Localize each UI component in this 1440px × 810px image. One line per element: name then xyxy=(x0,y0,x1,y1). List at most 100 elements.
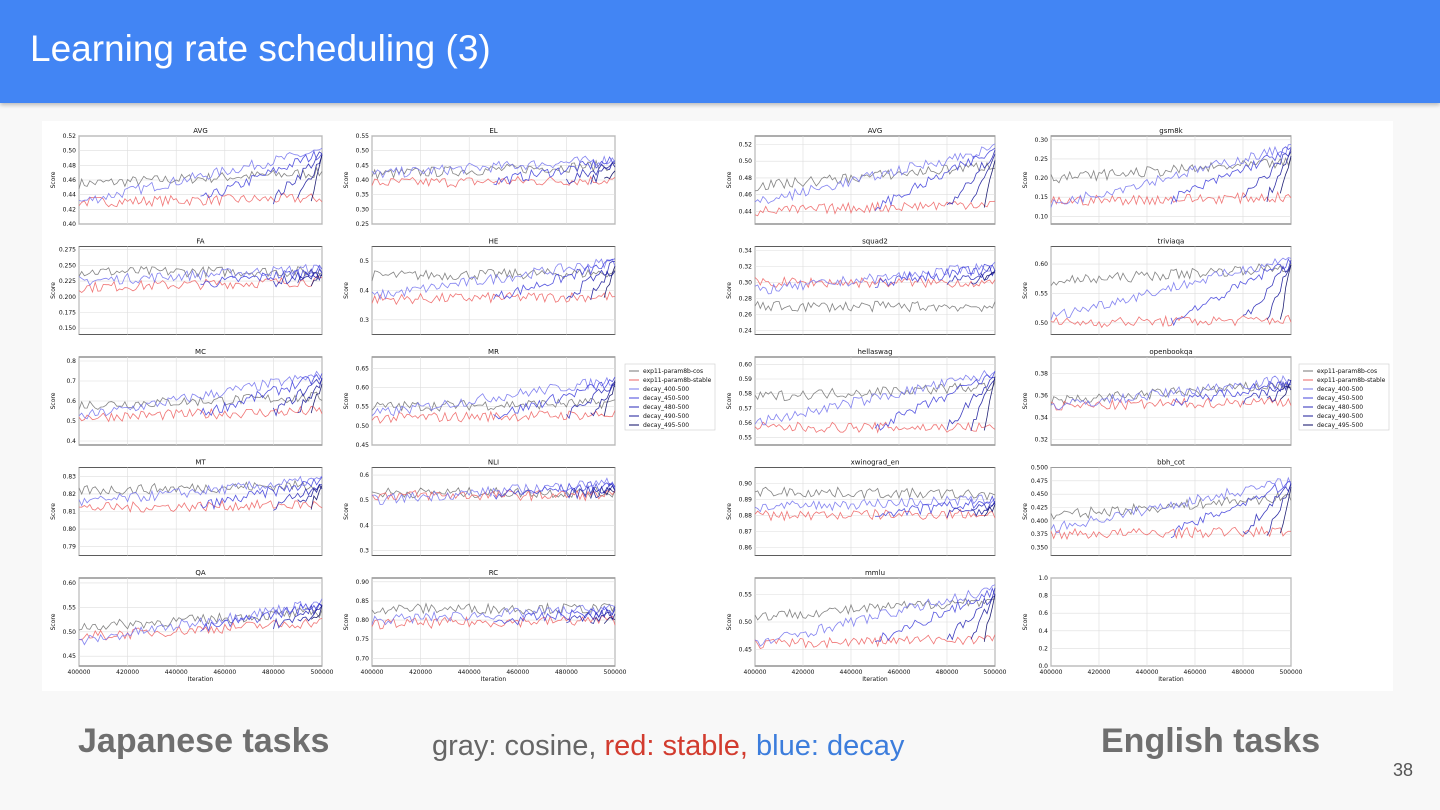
series-line xyxy=(371,604,616,626)
y-tick-label: 0.58 xyxy=(739,391,753,398)
series-line xyxy=(874,370,996,431)
x-tick-label: 420000 xyxy=(792,669,815,676)
legend-entry: decay_490-500 xyxy=(1317,413,1363,420)
legend-entry: decay_450-500 xyxy=(643,395,689,402)
subplot-title: HE xyxy=(489,238,499,246)
x-tick-label: 460000 xyxy=(1184,669,1207,676)
series-line xyxy=(1242,259,1292,316)
series-line xyxy=(603,381,616,417)
japanese-tasks-label: Japanese tasks xyxy=(78,722,330,760)
subplot-frame xyxy=(371,577,616,667)
y-tick-label: 0.50 xyxy=(356,148,370,155)
x-axis-label: Iteration xyxy=(1158,676,1184,683)
y-tick-label: 0.350 xyxy=(1031,545,1048,552)
series-line xyxy=(78,166,323,190)
series-line xyxy=(273,151,323,205)
y-tick-label: 0.87 xyxy=(739,529,753,536)
y-tick-label: 0.2 xyxy=(1038,645,1048,652)
subplot: 0.45 0.50 0.55 mmlu Score 400000 420000 440000 4… xyxy=(726,569,1007,683)
series-line xyxy=(1266,151,1292,202)
y-tick-label: 0.32 xyxy=(739,264,753,271)
legend-blue: blue: decay xyxy=(756,730,905,762)
x-tick-label: 440000 xyxy=(458,669,481,676)
series-line xyxy=(1242,379,1292,405)
y-tick-label: 0.35 xyxy=(356,192,370,199)
series-line xyxy=(754,486,996,501)
y-tick-label: 0.36 xyxy=(1035,393,1049,400)
y-axis-label: Score xyxy=(50,392,57,409)
y-tick-label: 0.55 xyxy=(356,404,370,411)
y-tick-label: 0.45 xyxy=(356,162,370,169)
series-line xyxy=(874,587,996,643)
y-tick-label: 0.55 xyxy=(739,435,753,442)
legend-entry: exp11-param8b-stable xyxy=(643,377,712,384)
y-tick-label: 0.8 xyxy=(1038,593,1048,600)
series-line xyxy=(200,149,323,199)
series-line xyxy=(590,380,616,417)
subplot: 0.50 0.55 0.60 triviaqa Score xyxy=(1022,238,1292,335)
series-line xyxy=(1170,481,1292,539)
color-legend: gray: cosine, red: stable, blue: decay xyxy=(432,730,904,763)
legend-entry: decay_450-500 xyxy=(1317,395,1363,402)
series-line xyxy=(493,156,616,186)
subplot-frame xyxy=(78,246,323,335)
subplot-title: squad2 xyxy=(862,238,888,246)
series-line xyxy=(273,268,323,288)
series-line xyxy=(754,508,996,522)
series-line xyxy=(297,377,323,413)
subplot-frame xyxy=(1050,467,1292,556)
y-tick-label: 0.44 xyxy=(739,208,753,215)
y-tick-label: 0.50 xyxy=(1035,320,1049,327)
series-line xyxy=(590,162,616,185)
series-line xyxy=(493,258,616,300)
y-tick-label: 0.475 xyxy=(1031,478,1048,485)
y-tick-label: 0.90 xyxy=(356,579,370,586)
x-tick-label: 500000 xyxy=(1280,669,1303,676)
subplot: 0.45 0.50 0.55 0.60 0.65 MR Score xyxy=(343,348,616,449)
y-tick-label: 0.4 xyxy=(66,438,76,445)
series-line xyxy=(754,381,996,402)
series-line xyxy=(200,603,323,633)
y-tick-label: 0.45 xyxy=(356,442,370,449)
y-tick-label: 0.52 xyxy=(739,141,753,148)
y-tick-label: 0.34 xyxy=(1035,415,1049,422)
y-tick-label: 0.50 xyxy=(63,148,77,155)
y-tick-label: 0.6 xyxy=(359,472,369,479)
y-tick-label: 0.46 xyxy=(739,192,753,199)
x-tick-label: 460000 xyxy=(506,669,529,676)
series-line xyxy=(1050,491,1292,520)
y-tick-label: 0.60 xyxy=(356,385,370,392)
x-tick-label: 440000 xyxy=(1136,669,1159,676)
y-tick-label: 0.60 xyxy=(1035,261,1049,268)
series-line xyxy=(566,161,616,185)
y-tick-label: 0.375 xyxy=(1031,531,1048,538)
x-tick-label: 480000 xyxy=(936,669,959,676)
y-tick-label: 0.83 xyxy=(63,473,77,480)
x-tick-label: 400000 xyxy=(1040,669,1063,676)
series-line xyxy=(78,275,323,294)
series-line xyxy=(200,264,323,288)
series-line xyxy=(1050,476,1292,534)
subplot-title: MR xyxy=(488,348,499,356)
x-tick-label: 440000 xyxy=(840,669,863,676)
series-line xyxy=(200,476,323,511)
legend-box xyxy=(624,363,716,431)
y-axis-label: Score xyxy=(343,503,350,520)
series-line xyxy=(1242,484,1292,535)
y-tick-label: 0.25 xyxy=(356,221,370,228)
series-line xyxy=(983,376,996,431)
subplot: 0.70 0.75 0.80 0.85 0.90 RC Score 400000 420000 4… xyxy=(343,569,627,683)
y-tick-label: 0.34 xyxy=(739,248,753,255)
subplot-title: FA xyxy=(196,238,204,246)
subplot: 0.40 0.42 0.44 0.46 0.48 0.50 0.52 AVG Score xyxy=(50,127,323,228)
x-tick-label: 440000 xyxy=(165,669,188,676)
series-line xyxy=(371,155,616,179)
y-tick-label: 0.275 xyxy=(59,247,76,254)
subplot-title: hellaswag xyxy=(857,348,892,356)
series-line xyxy=(1050,525,1291,541)
x-axis-label: Iteration xyxy=(862,676,888,683)
y-tick-label: 0.225 xyxy=(59,278,76,285)
y-tick-label: 0.81 xyxy=(63,509,77,516)
series-line xyxy=(1170,258,1292,327)
y-tick-label: 0.52 xyxy=(63,133,77,140)
